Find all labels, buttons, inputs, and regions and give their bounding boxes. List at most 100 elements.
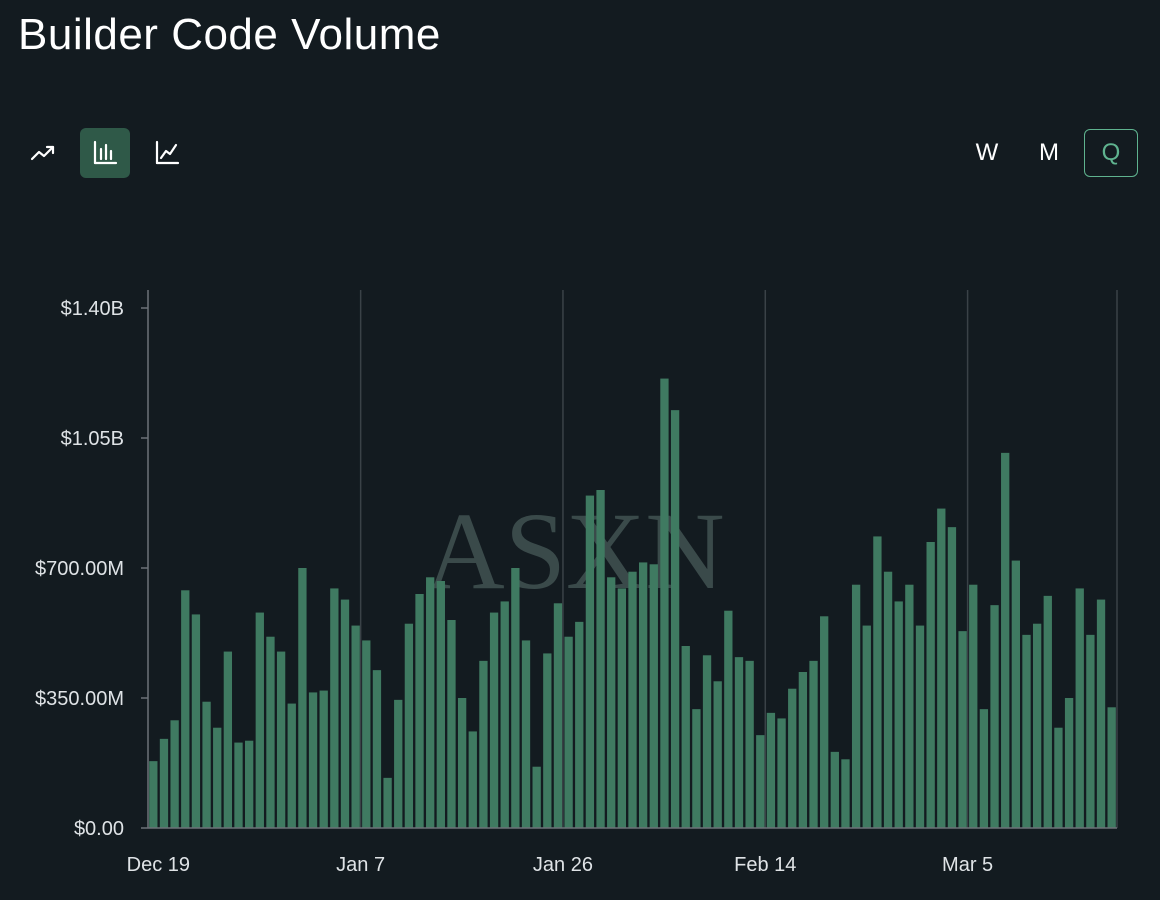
period-button-week[interactable]: W — [975, 139, 999, 166]
bar — [564, 636, 573, 828]
y-tick-label: $1.40B — [61, 298, 124, 320]
bar — [1043, 595, 1052, 828]
bar — [1054, 727, 1063, 828]
bar — [969, 584, 978, 828]
bar — [979, 709, 989, 828]
bar — [851, 584, 861, 828]
bar — [937, 508, 946, 828]
bar — [362, 640, 371, 828]
bar — [372, 670, 382, 828]
bar — [809, 660, 818, 828]
bar — [500, 601, 509, 828]
bar — [862, 625, 871, 828]
bar — [266, 636, 275, 828]
bar — [149, 761, 158, 828]
trend-arrow-icon — [30, 145, 55, 161]
bar — [628, 571, 637, 828]
bar — [351, 625, 360, 828]
bar — [617, 588, 627, 828]
bar-view-button[interactable] — [80, 128, 130, 178]
bar — [457, 698, 467, 828]
page-title: Builder Code Volume — [18, 10, 441, 59]
bar — [383, 777, 392, 828]
bar — [213, 727, 222, 828]
bar — [447, 620, 456, 828]
bar — [1086, 634, 1095, 828]
x-tick-label: Jan 7 — [336, 854, 385, 876]
bar — [1064, 698, 1074, 828]
line-view-button[interactable] — [142, 128, 192, 178]
bar — [607, 577, 616, 828]
bar — [756, 735, 765, 828]
bar — [191, 614, 201, 828]
y-tick-label: $1.05B — [61, 428, 124, 450]
bar — [926, 542, 935, 828]
bar — [681, 646, 690, 828]
bar — [575, 621, 584, 828]
x-tick-label: Mar 5 — [942, 854, 993, 876]
x-tick-label: Jan 26 — [533, 854, 593, 876]
trend-view-button[interactable] — [18, 128, 68, 178]
bar — [883, 571, 893, 828]
bar — [426, 577, 435, 828]
bar — [649, 564, 658, 828]
bar — [308, 692, 318, 828]
bar — [596, 490, 605, 828]
bar — [915, 625, 925, 828]
bar — [692, 709, 701, 828]
bar — [745, 660, 754, 828]
bar — [798, 672, 808, 828]
bar — [543, 653, 552, 828]
bar — [830, 751, 839, 828]
bar — [670, 410, 680, 828]
y-tick-label: $700.00M — [35, 558, 124, 580]
period-button-month[interactable]: M — [1039, 139, 1059, 166]
period-button-quarter[interactable]: Q — [1084, 129, 1138, 177]
bar — [724, 610, 733, 828]
x-tick-label: Feb 14 — [734, 854, 796, 876]
bar — [404, 623, 414, 828]
bar — [436, 581, 445, 828]
bar — [1075, 588, 1084, 828]
bar — [777, 718, 786, 828]
bar — [340, 599, 350, 828]
bar — [170, 720, 179, 828]
bar — [1032, 623, 1042, 828]
bar — [766, 712, 776, 828]
bar — [788, 688, 797, 828]
bar — [958, 631, 967, 828]
bar — [223, 651, 233, 828]
bar — [553, 603, 563, 828]
bar — [394, 699, 403, 828]
bar — [234, 742, 243, 828]
chart-type-toolbar — [18, 128, 192, 178]
line-chart-icon — [155, 140, 180, 165]
bar — [638, 562, 648, 828]
period-toolbar: W M Q — [960, 129, 1138, 177]
bar — [1001, 452, 1010, 828]
bar — [713, 681, 722, 828]
bar — [319, 690, 328, 828]
bar — [511, 568, 520, 828]
bar — [489, 612, 499, 828]
bar — [159, 738, 169, 828]
y-tick-label: $350.00M — [35, 688, 124, 710]
bar — [330, 588, 339, 828]
bar — [1011, 560, 1020, 828]
bar — [468, 731, 477, 828]
bar-chart-icon — [93, 140, 118, 165]
bar — [1107, 707, 1116, 828]
bar — [521, 640, 531, 828]
bar — [947, 527, 957, 828]
bar — [1096, 599, 1106, 828]
watermark-text: ASXN — [425, 490, 725, 612]
bar — [894, 601, 903, 828]
bar — [734, 657, 744, 828]
y-tick-label: $0.00 — [74, 818, 124, 840]
bar — [255, 612, 264, 828]
bar — [298, 568, 307, 828]
bar — [415, 594, 424, 828]
bar — [287, 703, 296, 828]
bar — [660, 378, 669, 828]
